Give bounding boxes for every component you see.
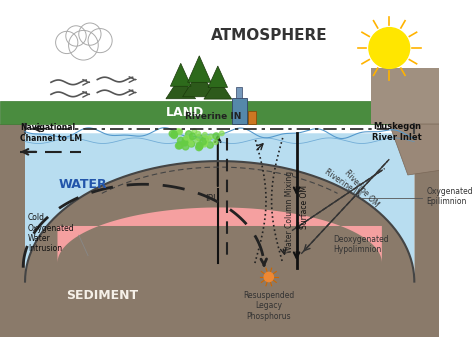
Circle shape xyxy=(175,142,182,149)
Circle shape xyxy=(207,142,213,148)
Text: Resuspended
Legacy
Phosphorus: Resuspended Legacy Phosphorus xyxy=(243,291,294,321)
Circle shape xyxy=(192,129,197,134)
Circle shape xyxy=(196,142,203,149)
Circle shape xyxy=(182,141,187,145)
Polygon shape xyxy=(0,101,439,124)
Circle shape xyxy=(202,142,207,147)
Circle shape xyxy=(182,144,189,150)
Circle shape xyxy=(176,129,180,133)
Circle shape xyxy=(171,132,177,139)
Polygon shape xyxy=(232,98,246,124)
Text: Oxygenated
Epilimnion: Oxygenated Epilimnion xyxy=(427,187,473,206)
Circle shape xyxy=(202,133,207,137)
Circle shape xyxy=(169,131,176,137)
Polygon shape xyxy=(248,111,256,124)
Circle shape xyxy=(219,131,224,136)
Circle shape xyxy=(182,137,189,144)
Circle shape xyxy=(195,139,200,143)
Text: Riverine OM: Riverine OM xyxy=(343,169,381,209)
Circle shape xyxy=(188,141,195,147)
Circle shape xyxy=(196,134,202,141)
Text: Riverine IN: Riverine IN xyxy=(185,112,241,121)
Circle shape xyxy=(186,131,192,137)
Circle shape xyxy=(203,140,208,145)
Circle shape xyxy=(264,272,273,282)
Text: Navigational
Channel to LM: Navigational Channel to LM xyxy=(20,123,82,142)
Text: Cold,
Oxygenated
Water
Intrusion: Cold, Oxygenated Water Intrusion xyxy=(28,213,74,253)
Circle shape xyxy=(209,134,213,139)
Circle shape xyxy=(189,141,193,146)
Circle shape xyxy=(213,140,218,145)
Text: Muskegon
River Inlet: Muskegon River Inlet xyxy=(372,122,422,141)
Polygon shape xyxy=(389,124,439,175)
Polygon shape xyxy=(182,70,216,97)
Text: SEDIMENT: SEDIMENT xyxy=(66,289,138,302)
Polygon shape xyxy=(0,124,439,337)
Polygon shape xyxy=(166,76,196,99)
Circle shape xyxy=(55,32,78,54)
Circle shape xyxy=(189,135,193,140)
Polygon shape xyxy=(204,78,232,99)
Polygon shape xyxy=(25,133,414,282)
Circle shape xyxy=(369,28,410,68)
Circle shape xyxy=(213,133,219,139)
Circle shape xyxy=(182,139,188,146)
Polygon shape xyxy=(208,66,228,88)
Text: Surface OM: Surface OM xyxy=(300,186,309,230)
Text: Water Column Mixing: Water Column Mixing xyxy=(285,171,294,253)
Circle shape xyxy=(190,133,196,140)
Polygon shape xyxy=(170,63,191,86)
Circle shape xyxy=(197,143,203,149)
Text: IPL: IPL xyxy=(205,194,218,203)
Text: LAND: LAND xyxy=(166,106,204,119)
Circle shape xyxy=(206,136,211,141)
Polygon shape xyxy=(57,208,382,263)
Polygon shape xyxy=(371,68,439,124)
Circle shape xyxy=(188,138,193,142)
Circle shape xyxy=(200,138,206,145)
Text: ATMOSPHERE: ATMOSPHERE xyxy=(210,28,327,43)
Circle shape xyxy=(196,144,202,151)
Circle shape xyxy=(203,141,208,146)
Circle shape xyxy=(79,23,101,45)
Circle shape xyxy=(177,130,182,135)
Text: WATER: WATER xyxy=(59,178,108,191)
Circle shape xyxy=(177,137,184,144)
Circle shape xyxy=(177,142,183,149)
Circle shape xyxy=(171,131,178,137)
Polygon shape xyxy=(188,56,211,82)
Circle shape xyxy=(178,129,182,134)
Text: Deoxygenated
Hypolimnion: Deoxygenated Hypolimnion xyxy=(334,235,389,254)
Circle shape xyxy=(183,140,188,145)
Circle shape xyxy=(66,26,86,46)
Circle shape xyxy=(202,136,209,142)
FancyBboxPatch shape xyxy=(0,13,439,337)
Circle shape xyxy=(196,131,201,136)
Polygon shape xyxy=(237,87,242,98)
Circle shape xyxy=(88,29,112,52)
Circle shape xyxy=(69,30,98,60)
Text: Riverine IN: Riverine IN xyxy=(323,167,363,198)
Circle shape xyxy=(184,135,189,140)
